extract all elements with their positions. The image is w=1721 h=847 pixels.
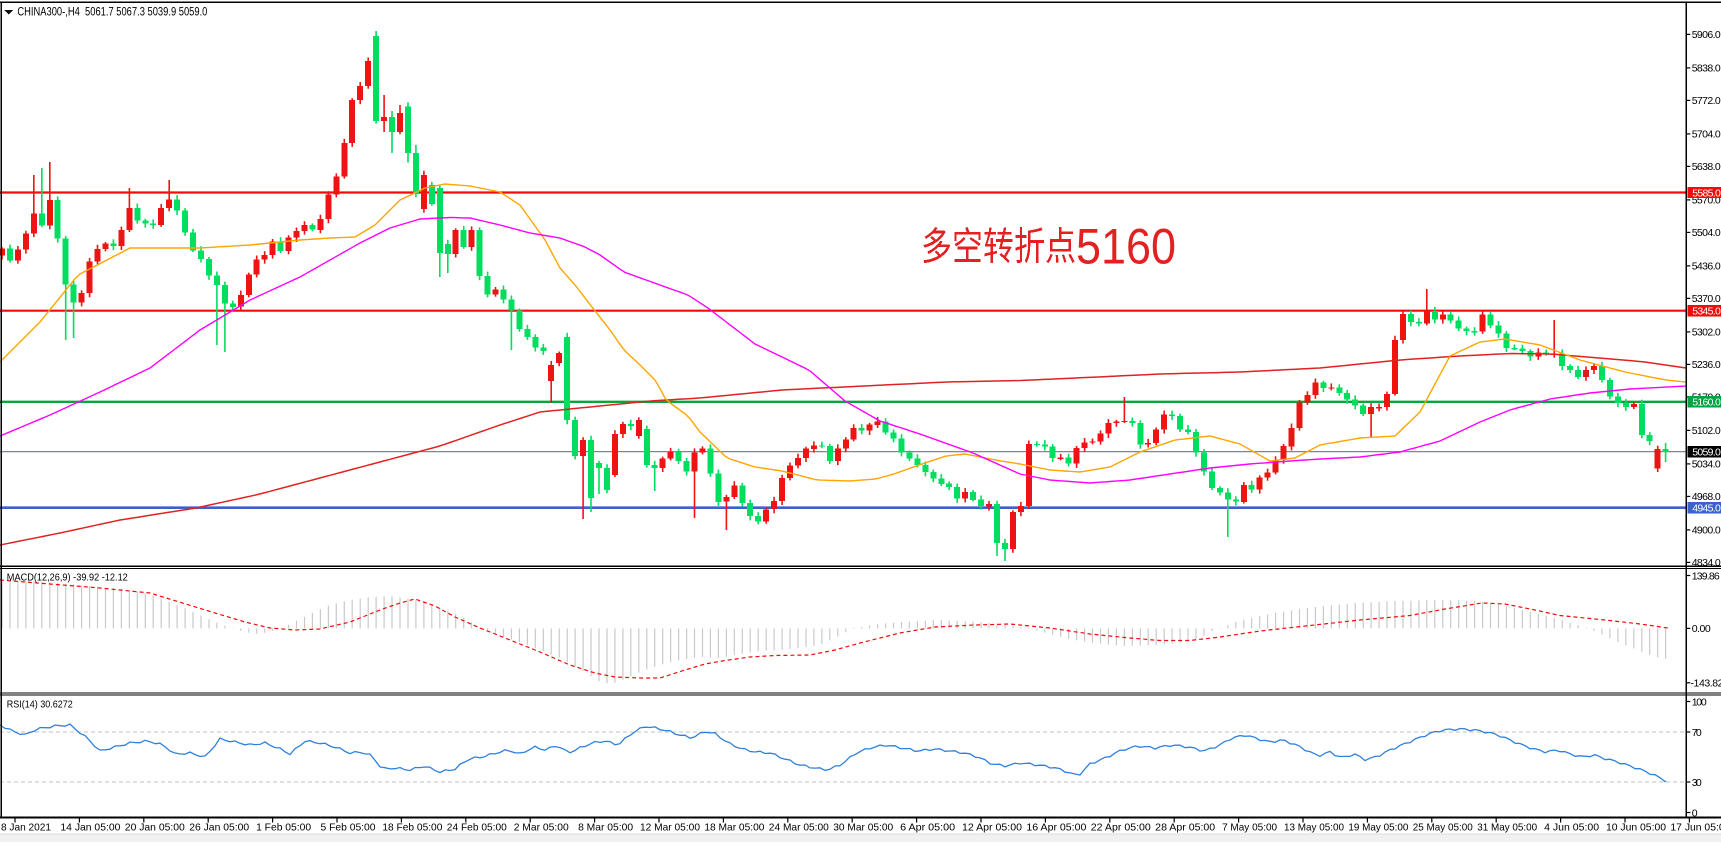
svg-text:0: 0 <box>1692 807 1698 819</box>
svg-text:1 Feb 05:00: 1 Feb 05:00 <box>256 822 311 834</box>
svg-text:2 Mar 05:00: 2 Mar 05:00 <box>514 822 569 834</box>
svg-text:5160: 5160 <box>1076 219 1176 275</box>
svg-text:5638.0: 5638.0 <box>1692 161 1721 173</box>
svg-text:5034.0: 5034.0 <box>1692 459 1721 471</box>
svg-text:5370.0: 5370.0 <box>1692 293 1721 305</box>
svg-text:24 Mar 05:00: 24 Mar 05:00 <box>769 822 829 834</box>
svg-text:5838.0: 5838.0 <box>1692 63 1721 75</box>
svg-text:4900.0: 4900.0 <box>1692 525 1721 537</box>
svg-text:30: 30 <box>1692 777 1702 789</box>
svg-text:4834.0: 4834.0 <box>1692 557 1721 569</box>
svg-text:5236.0: 5236.0 <box>1692 359 1721 371</box>
svg-text:5585.0: 5585.0 <box>1692 187 1721 199</box>
svg-text:18 Feb 05:00: 18 Feb 05:00 <box>382 822 442 834</box>
svg-text:MACD(12,26,9) -39.92 -12.12: MACD(12,26,9) -39.92 -12.12 <box>7 572 128 584</box>
svg-text:13 May 05:00: 13 May 05:00 <box>1284 822 1344 834</box>
svg-text:12 Apr 05:00: 12 Apr 05:00 <box>962 822 1022 834</box>
svg-text:RSI(14) 30.6272: RSI(14) 30.6272 <box>7 698 73 710</box>
svg-text:5772.0: 5772.0 <box>1692 95 1721 107</box>
svg-text:8 Jan 2021: 8 Jan 2021 <box>1 822 51 834</box>
svg-text:22 Apr 05:00: 22 Apr 05:00 <box>1091 822 1151 834</box>
svg-text:31 May 05:00: 31 May 05:00 <box>1477 822 1537 834</box>
svg-text:70: 70 <box>1692 727 1702 739</box>
svg-text:5102.0: 5102.0 <box>1692 425 1721 437</box>
svg-text:30 Mar 05:00: 30 Mar 05:00 <box>833 822 893 834</box>
svg-text:139.86: 139.86 <box>1692 570 1720 582</box>
svg-text:10 Jun 05:00: 10 Jun 05:00 <box>1606 822 1666 834</box>
svg-text:-143.82: -143.82 <box>1691 678 1721 690</box>
svg-text:14 Jan 05:00: 14 Jan 05:00 <box>60 822 120 834</box>
svg-text:20 Jan 05:00: 20 Jan 05:00 <box>125 822 185 834</box>
svg-text:19 May 05:00: 19 May 05:00 <box>1348 822 1408 834</box>
svg-text:8 Mar 05:00: 8 Mar 05:00 <box>578 822 633 834</box>
svg-text:4 Jun 05:00: 4 Jun 05:00 <box>1544 822 1599 834</box>
svg-text:17 Jun 05:00: 17 Jun 05:00 <box>1670 822 1721 834</box>
svg-text:5345.0: 5345.0 <box>1692 306 1721 318</box>
svg-text:5704.0: 5704.0 <box>1692 129 1721 141</box>
svg-text:12 Mar 05:00: 12 Mar 05:00 <box>640 822 700 834</box>
svg-text:100: 100 <box>1692 696 1707 708</box>
svg-text:26 Jan 05:00: 26 Jan 05:00 <box>189 822 249 834</box>
svg-text:18 Mar 05:00: 18 Mar 05:00 <box>704 822 764 834</box>
svg-text:24 Feb 05:00: 24 Feb 05:00 <box>447 822 507 834</box>
svg-text:16 Apr 05:00: 16 Apr 05:00 <box>1026 822 1086 834</box>
svg-text:4968.0: 4968.0 <box>1692 491 1721 503</box>
svg-text:25 May 05:00: 25 May 05:00 <box>1413 822 1473 834</box>
svg-text:5302.0: 5302.0 <box>1692 327 1721 339</box>
svg-text:CHINA300-,H4 5061.7 5067.3 50: CHINA300-,H4 5061.7 5067.3 5039.9 5059.0 <box>17 7 207 19</box>
svg-text:5906.0: 5906.0 <box>1692 29 1721 41</box>
svg-text:5059.0: 5059.0 <box>1692 447 1721 459</box>
svg-text:5436.0: 5436.0 <box>1692 261 1721 273</box>
svg-text:5504.0: 5504.0 <box>1692 227 1721 239</box>
svg-text:7 May 05:00: 7 May 05:00 <box>1222 822 1277 834</box>
svg-text:5 Feb 05:00: 5 Feb 05:00 <box>321 822 376 834</box>
svg-text:4945.0: 4945.0 <box>1692 503 1721 515</box>
svg-text:0.00: 0.00 <box>1692 623 1711 635</box>
svg-text:5160.0: 5160.0 <box>1692 397 1721 409</box>
svg-text:6 Apr 05:00: 6 Apr 05:00 <box>900 822 955 834</box>
svg-text:28 Apr 05:00: 28 Apr 05:00 <box>1155 822 1215 834</box>
